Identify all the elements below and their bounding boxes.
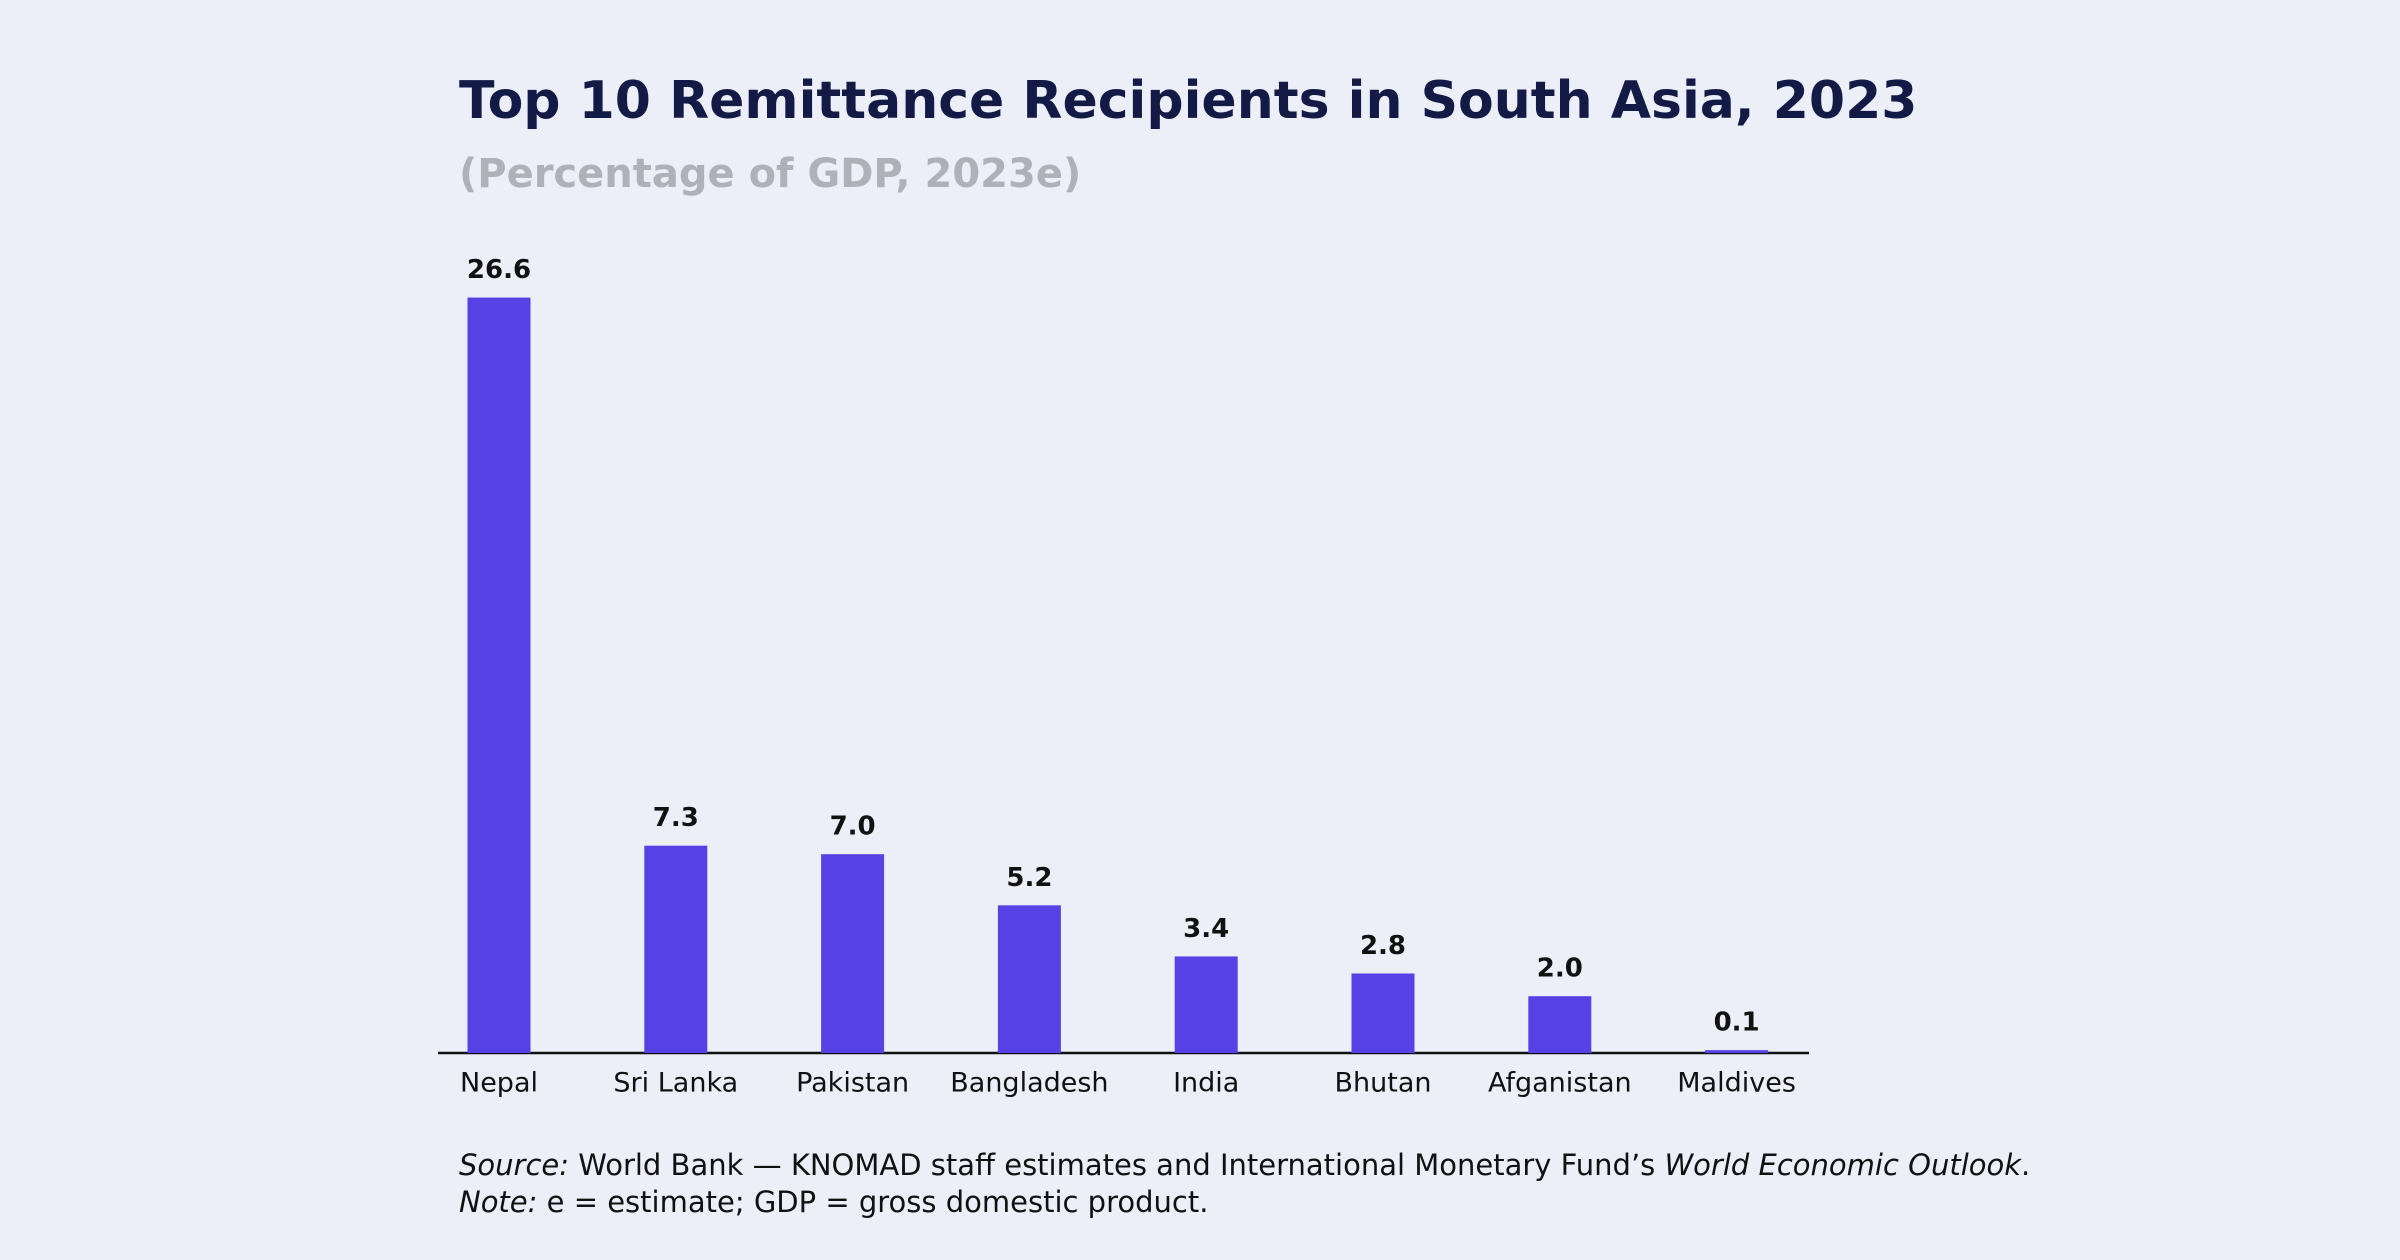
bar — [1705, 1050, 1769, 1053]
x-tick-label: Pakistan — [796, 1068, 909, 1099]
value-label: 26.6 — [467, 255, 531, 285]
value-label: 2.0 — [1537, 954, 1583, 984]
source-label: Source: — [459, 1148, 570, 1182]
bar — [821, 854, 885, 1053]
value-label: 2.8 — [1360, 931, 1406, 961]
x-tick-label: Sri Lanka — [613, 1068, 738, 1099]
note-text: e = estimate; GDP = gross domestic produ… — [546, 1185, 1209, 1219]
x-tick-label: India — [1173, 1068, 1239, 1099]
note: Note: e = estimate; GDP = gross domestic… — [459, 1185, 1208, 1219]
value-label: 7.0 — [830, 812, 876, 842]
source-note: Source: World Bank — KNOMAD staff estima… — [459, 1148, 2030, 1182]
bar — [644, 845, 708, 1053]
bar — [1174, 956, 1238, 1053]
x-tick-label: Nepal — [460, 1068, 538, 1099]
chart-subtitle: (Percentage of GDP, 2023e) — [459, 151, 1081, 197]
x-tick-label: Maldives — [1677, 1068, 1796, 1099]
x-tick-label: Bhutan — [1335, 1068, 1432, 1099]
source-end: . — [2021, 1148, 2031, 1182]
x-tick-label: Bangladesh — [950, 1068, 1108, 1099]
note-label: Note: — [459, 1185, 538, 1219]
x-tick-label: Afganistan — [1488, 1068, 1632, 1099]
value-label: 0.1 — [1714, 1008, 1760, 1038]
bar — [467, 297, 531, 1053]
bar — [997, 905, 1061, 1053]
bar — [1528, 996, 1592, 1053]
source-text: World Bank — KNOMAD staff estimates and … — [578, 1148, 1656, 1182]
chart-title: Top 10 Remittance Recipients in South As… — [459, 71, 1917, 131]
source-publication: World Economic Outlook — [1664, 1148, 2022, 1182]
bar — [1351, 973, 1415, 1053]
value-label: 7.3 — [653, 803, 699, 833]
value-label: 5.2 — [1006, 863, 1052, 893]
value-label: 3.4 — [1183, 914, 1229, 944]
